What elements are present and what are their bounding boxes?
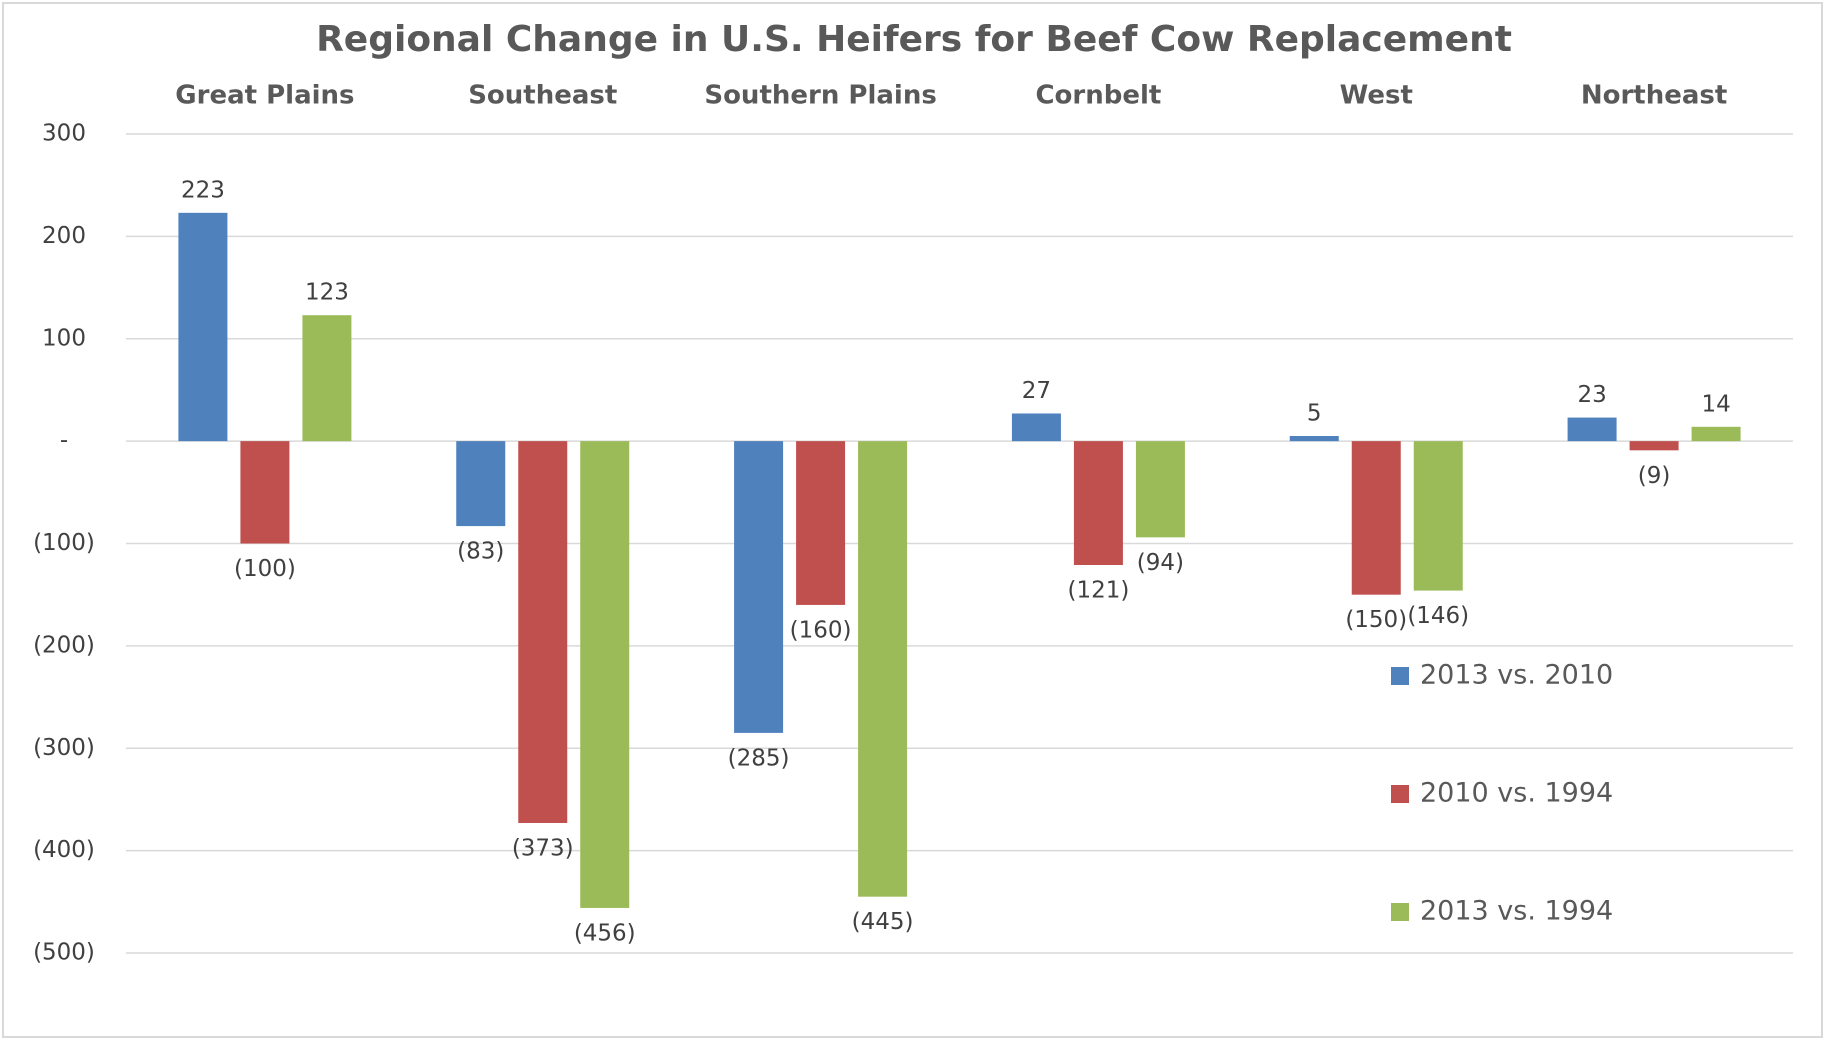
category-label: West [1340,81,1413,111]
bar [518,441,568,823]
y-tick-label: (500) [33,940,95,966]
category-label: Southern Plains [704,81,936,111]
value-label: (456) [574,920,636,946]
value-label: (94) [1137,550,1184,576]
legend-label: 2013 vs. 2010 [1420,660,1613,691]
y-tick-label: 300 [42,121,86,147]
y-tick-label: 200 [42,223,86,249]
category-label: Northeast [1581,81,1727,111]
value-label: (445) [852,909,914,935]
y-tick-label: (200) [33,632,95,658]
bar [1351,441,1401,595]
bar [456,441,506,527]
bar [580,441,630,908]
bar [1135,441,1185,538]
category-label: Cornbelt [1035,81,1161,111]
value-label: (146) [1407,603,1469,629]
bar [178,212,228,442]
bar [1011,413,1061,442]
value-label: (373) [512,835,574,861]
bar [240,441,290,544]
legend-swatch [1391,903,1409,921]
bar [858,441,908,897]
value-label: (83) [457,539,504,565]
legend-label: 2013 vs. 1994 [1420,896,1613,927]
legend-swatch [1391,667,1409,685]
legend-swatch [1391,785,1409,803]
category-label: Great Plains [175,81,354,111]
bar [1289,436,1339,442]
y-tick-label: - [60,428,68,454]
bar [1073,441,1123,565]
category-label: Southeast [468,81,617,111]
value-label: 123 [305,280,349,306]
y-tick-label: (400) [33,837,95,863]
value-label: (150) [1345,607,1407,633]
bar [796,441,846,605]
bar [1691,426,1741,442]
chart-title: Regional Change in U.S. Heifers for Beef… [316,19,1512,60]
legend-label: 2010 vs. 1994 [1420,778,1613,809]
bar [302,315,352,442]
bar [1567,417,1617,442]
y-tick-label: (300) [33,735,95,761]
value-label: (100) [234,556,296,582]
bar [734,441,784,733]
y-tick-label: (100) [33,530,95,556]
value-label: (121) [1067,577,1129,603]
value-label: (160) [790,617,852,643]
y-tick-label: 100 [42,325,86,351]
value-label: (285) [728,745,790,771]
value-label: (9) [1638,463,1671,489]
bar [1413,441,1463,591]
value-label: 223 [181,177,225,203]
bar [1629,441,1679,451]
value-label: 14 [1701,391,1730,417]
value-label: 23 [1577,382,1606,408]
value-label: 27 [1022,378,1051,404]
value-label: 5 [1307,401,1322,427]
